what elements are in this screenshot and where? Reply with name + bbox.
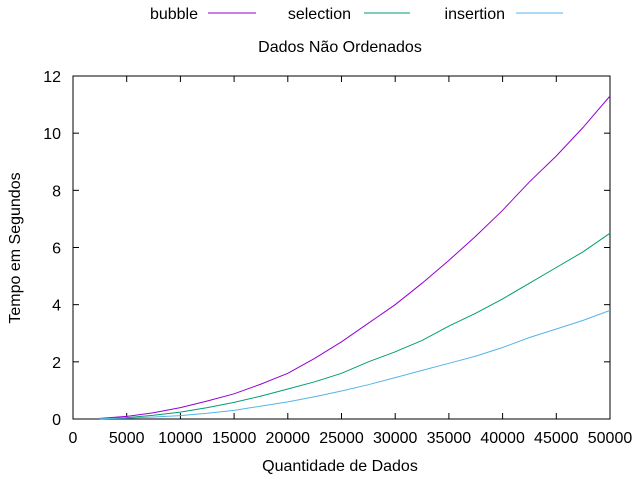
x-tick-label: 30000 xyxy=(373,430,418,447)
x-tick-label: 15000 xyxy=(212,430,257,447)
series-lines xyxy=(99,95,611,420)
x-tick-label: 35000 xyxy=(427,430,472,447)
plot-frame xyxy=(72,75,611,420)
chart-title: Dados Não Ordenados xyxy=(258,39,422,56)
y-tick-label: 2 xyxy=(52,355,61,372)
legend-label-insertion: insertion xyxy=(445,6,505,23)
y-tick-label: 12 xyxy=(43,69,61,86)
legend-label-selection: selection xyxy=(288,6,351,23)
x-tick-label: 10000 xyxy=(158,430,203,447)
series-line-selection xyxy=(99,232,611,420)
y-tick-label: 0 xyxy=(52,412,61,429)
series-line-insertion xyxy=(99,309,611,420)
x-tick-label: 0 xyxy=(69,430,78,447)
x-tick-label: 5000 xyxy=(109,430,145,447)
y-axis-label: Tempo em Segundos xyxy=(7,172,24,323)
x-tick-label: 20000 xyxy=(266,430,311,447)
y-tick-label: 10 xyxy=(43,126,61,143)
y-axis-ticks: 0 2 4 6 8 10 12 xyxy=(43,69,610,429)
series-line-bubble xyxy=(99,95,611,419)
legend: bubble selection insertion xyxy=(150,6,563,23)
x-axis-ticks: 0 5000 10000 15000 20000 25000 30000 35000 40000… xyxy=(69,76,633,447)
x-axis-label: Quantidade de Dados xyxy=(262,458,418,475)
y-tick-label: 4 xyxy=(52,298,61,315)
legend-label-bubble: bubble xyxy=(150,6,198,23)
y-tick-label: 6 xyxy=(52,241,61,258)
x-tick-label: 45000 xyxy=(534,430,579,447)
x-tick-label: 25000 xyxy=(319,430,364,447)
x-tick-label: 40000 xyxy=(480,430,525,447)
y-tick-label: 8 xyxy=(52,183,61,200)
x-tick-label: 50000 xyxy=(588,430,633,447)
